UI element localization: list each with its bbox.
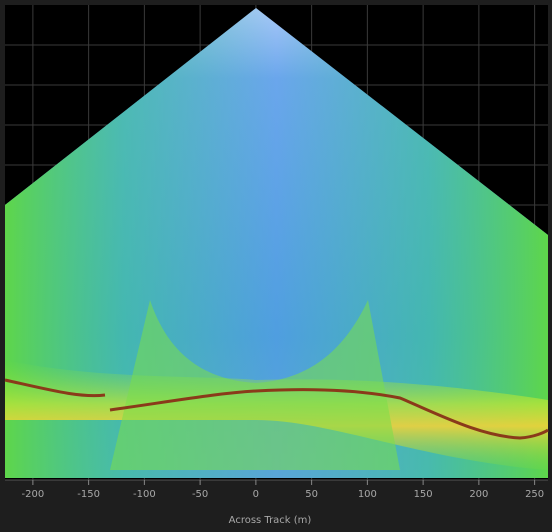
x-tick-label: -200 [22, 489, 45, 500]
x-tick-label: -150 [77, 489, 100, 500]
x-tick-label: 50 [305, 489, 318, 500]
x-tick-label: 0 [253, 489, 259, 500]
x-tick-label: 100 [358, 489, 377, 500]
x-axis-label: Across Track (m) [229, 515, 312, 526]
x-tick-label: -50 [192, 489, 208, 500]
x-tick-label: 200 [469, 489, 488, 500]
x-tick-label: 250 [525, 489, 544, 500]
x-tick-label: -100 [133, 489, 156, 500]
x-axis: -200 -150 -100 -50 0 50 100 150 200 250 [22, 480, 545, 500]
x-tick-label: 150 [414, 489, 433, 500]
sonar-view: -200 -150 -100 -50 0 50 100 150 200 250 Across Tr… [0, 0, 552, 532]
